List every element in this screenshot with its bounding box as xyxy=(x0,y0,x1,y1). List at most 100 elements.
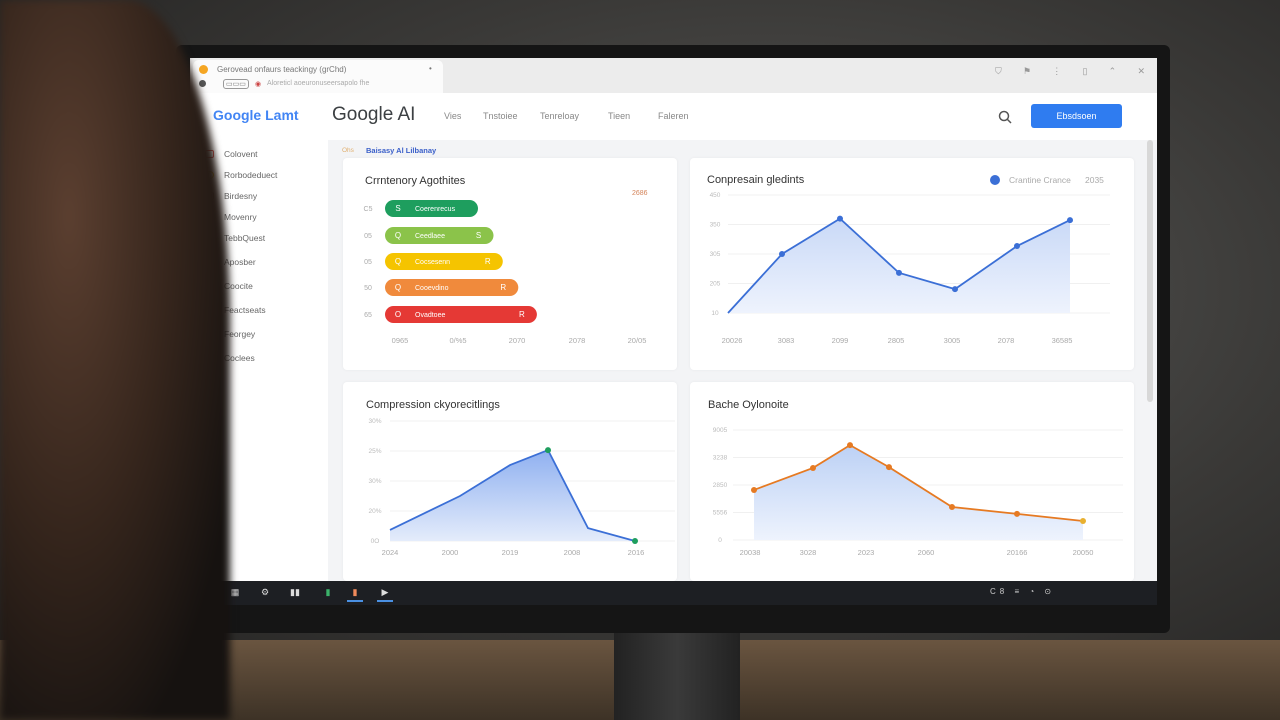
lock-icon: ◉ xyxy=(255,81,262,88)
data-point[interactable] xyxy=(1014,243,1020,250)
y-tick-label: 450 xyxy=(710,192,721,199)
y-tick-label: 3238 xyxy=(713,455,728,462)
x-tick-label: 0/%5 xyxy=(449,336,466,345)
data-point[interactable] xyxy=(545,447,551,454)
browser-tab-bar: Gerovead onfaurs teackingy (grChd) • ▭▭▭… xyxy=(190,58,1157,93)
nav-item-1[interactable]: Vies xyxy=(444,111,462,121)
x-tick-label: 2060 xyxy=(918,548,935,557)
sidebar-item-label: Birdesny xyxy=(224,191,258,201)
nav-item-3[interactable]: Tenreloay xyxy=(540,111,580,121)
y-tick-label: 30% xyxy=(368,418,381,425)
y-tick-label: 10 xyxy=(711,310,719,317)
calendar-icon[interactable]: ▦ xyxy=(230,587,240,597)
y-tick-label: 05 xyxy=(364,233,372,240)
system-tray[interactable]: C8 ≡ ◔ ⊙ xyxy=(990,587,1056,596)
y-tick-label: C5 xyxy=(364,206,373,213)
sidebar-item-label: TebbQuest xyxy=(224,233,266,243)
x-tick-label: 0965 xyxy=(392,336,409,345)
nav-item-4[interactable]: Tieen xyxy=(608,111,631,121)
browser-tab[interactable]: Gerovead onfaurs teackingy (grChd) • ▭▭▭… xyxy=(193,60,443,93)
card-title: Conpresain gledints xyxy=(707,174,805,186)
bar[interactable] xyxy=(385,253,503,270)
search-icon[interactable] xyxy=(998,110,1012,124)
area-fill xyxy=(754,445,1083,540)
data-point[interactable] xyxy=(1014,510,1020,517)
reload-icon[interactable] xyxy=(199,80,206,87)
data-point[interactable] xyxy=(952,286,958,293)
data-point[interactable] xyxy=(886,464,892,471)
area-fill xyxy=(728,218,1070,313)
tab-close-icon[interactable]: • xyxy=(429,64,432,73)
bar[interactable] xyxy=(385,279,519,296)
data-point[interactable] xyxy=(779,251,785,257)
bar[interactable] xyxy=(385,227,494,244)
y-tick-label: 0O xyxy=(371,538,380,545)
bar[interactable] xyxy=(385,200,478,217)
bar-end-chip: R xyxy=(500,283,506,292)
bar-end-chip: S xyxy=(476,231,481,240)
brand-small-logo[interactable]: Google Lamt xyxy=(213,107,299,123)
address-badge: ▭▭▭ xyxy=(223,79,249,89)
more-icon[interactable]: ⋮ xyxy=(1052,66,1062,76)
brand-logo[interactable]: Google AI xyxy=(332,104,416,125)
sheets-icon[interactable]: ▮ xyxy=(325,587,331,597)
settings-icon[interactable]: ⚙ xyxy=(260,587,270,597)
play-icon[interactable]: ▶ xyxy=(377,587,393,602)
breadcrumb-prefix[interactable]: Ohs xyxy=(342,147,354,154)
data-point[interactable] xyxy=(1080,518,1086,525)
nav-item-2[interactable]: Tnstoiee xyxy=(483,111,518,121)
data-point[interactable] xyxy=(810,464,816,471)
data-point[interactable] xyxy=(751,486,757,493)
data-point[interactable] xyxy=(1067,217,1073,224)
data-point[interactable] xyxy=(632,538,638,544)
address-bar[interactable]: Aloreticl aoeuronuseersapolo fhe xyxy=(267,80,370,87)
x-tick-label: 20038 xyxy=(740,548,761,557)
sidebar-item-label: Aposber xyxy=(224,257,256,267)
y-tick-label: 2850 xyxy=(713,482,728,489)
flag-icon[interactable]: ⚑ xyxy=(1022,66,1032,76)
bar-end-chip: R xyxy=(485,257,491,266)
y-tick-label: 65 xyxy=(364,312,372,319)
breadcrumb-current: Baisasy Al Lilbanay xyxy=(366,146,437,155)
taskbar: ⌂▦⚙▮▮▮▮▶ C8 ≡ ◔ ⊙ xyxy=(190,581,1157,605)
x-tick-label: 2008 xyxy=(564,548,581,557)
bar-chip: Q xyxy=(395,257,401,266)
data-point[interactable] xyxy=(896,269,902,276)
charts-layer: C5 S Coerenrecus 05 Q Ceedlaee S 05 Q Cocsesenn R 5… xyxy=(364,192,1123,557)
close-icon[interactable]: ✕ xyxy=(1137,66,1145,76)
x-tick-label: 20166 xyxy=(1007,548,1028,557)
files-icon[interactable]: ▮▮ xyxy=(290,587,300,597)
monitor-stand xyxy=(614,633,740,720)
scrollbar[interactable] xyxy=(1147,140,1153,402)
data-point[interactable] xyxy=(949,504,955,510)
series-line xyxy=(389,448,636,542)
collapse-icon[interactable]: ⌃ xyxy=(1108,66,1117,76)
x-tick-label: 36585 xyxy=(1052,336,1073,345)
x-tick-label: 2024 xyxy=(382,548,399,557)
area-fill xyxy=(390,450,635,541)
x-tick-label: 3083 xyxy=(778,336,795,345)
sidebar-item-label: Rorbodeduect xyxy=(224,170,278,180)
bar-label: Cocsesenn xyxy=(415,259,450,266)
x-tick-label: 20026 xyxy=(722,336,743,345)
sidebar-item-label: Feactseats xyxy=(224,305,266,315)
slides-icon[interactable]: ▮ xyxy=(347,587,363,602)
sidebar-item-label: Feorgey xyxy=(224,329,256,339)
card-title: Compression ckyorecitlings xyxy=(366,399,500,411)
cta-button[interactable]: Ebsdsoen xyxy=(1031,104,1122,128)
bar-label: Coerenrecus xyxy=(415,206,456,213)
person-silhouette xyxy=(0,0,230,720)
x-tick-label: 2078 xyxy=(569,336,586,345)
x-tick-label: 20/05 xyxy=(628,336,647,345)
bar[interactable] xyxy=(385,306,537,323)
bar-chip: O xyxy=(395,310,401,319)
bar-chip: Q xyxy=(395,283,401,292)
nav-item-5[interactable]: Faleren xyxy=(658,111,689,121)
data-point[interactable] xyxy=(847,442,853,449)
x-tick-label: 2023 xyxy=(858,548,875,557)
legend-label[interactable]: Crantine Crance xyxy=(1009,175,1071,185)
data-point[interactable] xyxy=(837,215,843,222)
shield-icon[interactable]: ⛉ xyxy=(995,66,1002,76)
x-tick-label: 2016 xyxy=(628,548,645,557)
page-icon[interactable]: ▯ xyxy=(1082,66,1088,76)
